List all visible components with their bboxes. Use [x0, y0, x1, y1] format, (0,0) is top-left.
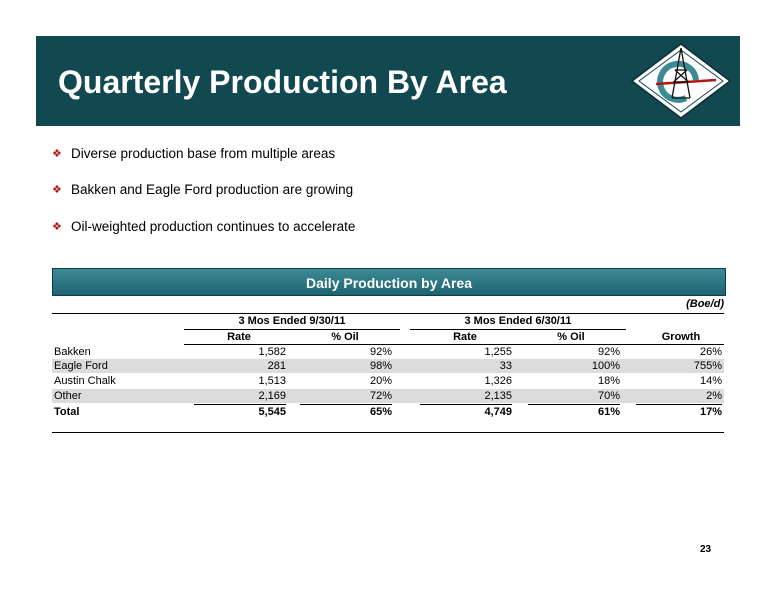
bullet-item: ❖ Oil-weighted production continues to ac…	[52, 219, 355, 234]
row-rate-q3: 281	[267, 360, 286, 372]
table-title-bar: Daily Production by Area	[52, 268, 726, 296]
row-oil-q3: 92%	[369, 346, 392, 358]
row-oil-q3: 72%	[369, 390, 392, 402]
subtotal-rule	[636, 404, 722, 405]
col-header-rate-q2: Rate	[453, 331, 477, 343]
diamond-bullet-icon: ❖	[52, 184, 62, 196]
row-oil-q3: 98%	[369, 360, 392, 372]
col-header-oil-q3: % Oil	[331, 331, 359, 343]
group-rule-q3	[184, 329, 400, 330]
row-oil-q2: 92%	[597, 346, 620, 358]
total-growth: 17%	[699, 406, 722, 418]
row-area: Eagle Ford	[54, 360, 108, 372]
row-growth: 755%	[693, 360, 722, 372]
row-growth: 2%	[706, 390, 722, 402]
header-band: Quarterly Production By Area	[36, 36, 740, 126]
bullet-text: Diverse production base from multiple ar…	[71, 146, 336, 161]
total-oil-q2: 61%	[597, 406, 620, 418]
diamond-bullet-icon: ❖	[52, 148, 62, 160]
col-header-growth: Growth	[661, 331, 701, 343]
group-header-q2: 3 Mos Ended 6/30/11	[464, 315, 572, 327]
row-rate-q2: 1,326	[484, 375, 512, 387]
subtotal-rule	[420, 404, 512, 405]
row-area: Bakken	[54, 346, 91, 358]
group-header-q3: 3 Mos Ended 9/30/11	[238, 315, 346, 327]
row-shade	[52, 359, 724, 373]
col-header-rate-q3: Rate	[227, 331, 251, 343]
bullet-item: ❖ Diverse production base from multiple a…	[52, 146, 335, 161]
row-oil-q2: 18%	[597, 375, 620, 387]
company-logo-icon	[626, 40, 736, 122]
table-bottom-rule	[52, 432, 724, 433]
units-label: (Boe/d)	[686, 298, 724, 310]
bullet-text: Oil-weighted production continues to acc…	[71, 219, 356, 234]
subtotal-rule	[194, 404, 286, 405]
row-area: Austin Chalk	[54, 375, 116, 387]
row-growth: 26%	[699, 346, 722, 358]
subtotal-rule	[528, 404, 620, 405]
col-header-oil-q2: % Oil	[557, 331, 585, 343]
row-rate-q2: 33	[499, 360, 512, 372]
header-bottom-rule	[184, 344, 724, 345]
bullet-text: Bakken and Eagle Ford production are gro…	[71, 182, 354, 197]
page-number: 23	[700, 544, 712, 555]
total-area: Total	[54, 406, 80, 418]
table-top-rule	[52, 313, 724, 314]
page-title: Quarterly Production By Area	[58, 64, 507, 100]
row-oil-q2: 100%	[591, 360, 620, 372]
subtotal-rule	[300, 404, 392, 405]
total-rate-q3: 5,545	[258, 406, 286, 418]
row-rate-q2: 1,255	[484, 346, 512, 358]
table-title: Daily Production by Area	[306, 275, 472, 291]
row-rate-q2: 2,135	[484, 390, 512, 402]
row-rate-q3: 1,582	[258, 346, 286, 358]
row-oil-q2: 70%	[597, 390, 620, 402]
row-oil-q3: 20%	[369, 375, 392, 387]
total-oil-q3: 65%	[369, 406, 392, 418]
row-rate-q3: 2,169	[258, 390, 286, 402]
total-rate-q2: 4,749	[484, 406, 512, 418]
row-growth: 14%	[699, 375, 722, 387]
row-rate-q3: 1,513	[258, 375, 286, 387]
bullet-item: ❖ Bakken and Eagle Ford production are gr…	[52, 182, 353, 197]
row-shade	[52, 389, 724, 403]
diamond-bullet-icon: ❖	[52, 221, 62, 233]
row-area: Other	[54, 390, 82, 402]
group-rule-q2	[410, 329, 626, 330]
